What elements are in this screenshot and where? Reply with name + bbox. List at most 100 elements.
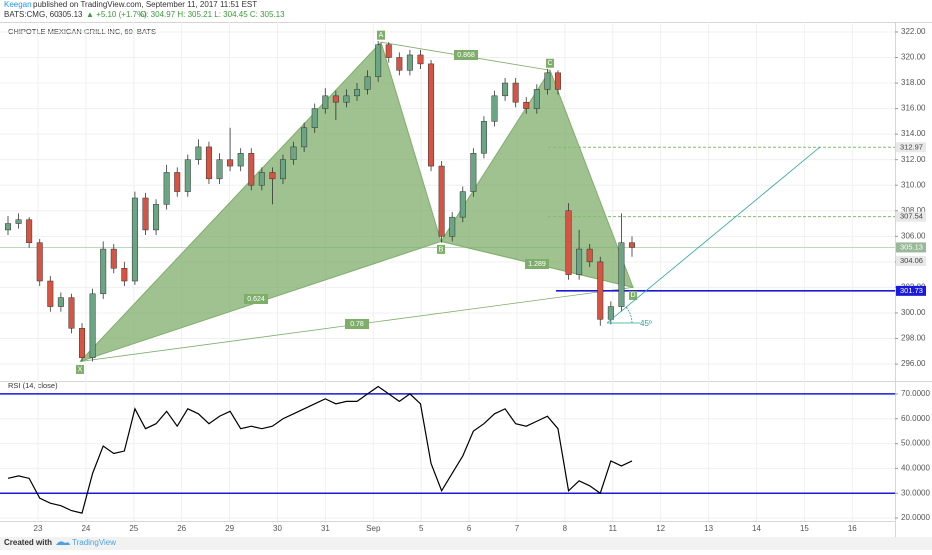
candle-body <box>248 153 255 186</box>
frame <box>895 22 896 537</box>
price-tag-label: 301.73 <box>900 286 923 295</box>
candle-body <box>607 306 614 320</box>
candle-body <box>533 89 540 109</box>
candle-body <box>142 197 149 231</box>
candle-body <box>322 95 329 109</box>
x-tick-label: 11 <box>609 524 618 533</box>
candle-body <box>544 72 551 90</box>
pattern-label: B <box>439 246 444 253</box>
frame <box>0 521 895 522</box>
ratio-label: 0.78 <box>350 321 364 328</box>
author: Keegan <box>4 0 32 9</box>
x-tick-label: 29 <box>225 524 234 533</box>
candle-body <box>554 72 561 90</box>
candle-body <box>153 204 160 231</box>
ratio-label: 0.624 <box>247 296 265 303</box>
candle-body <box>89 293 96 358</box>
candle-body <box>311 108 318 129</box>
candle-body <box>375 44 382 77</box>
angle-label: 45º <box>640 319 652 328</box>
y-tick-label: 60.0000 <box>901 414 930 423</box>
candle-body <box>26 219 33 243</box>
footer-created: Created with <box>4 538 52 547</box>
candle-body <box>174 172 181 192</box>
candle-body <box>512 82 519 103</box>
footer-brand: TradingView <box>72 538 116 547</box>
candle-body <box>57 297 64 307</box>
candle-body <box>121 267 128 282</box>
rsi-title: RSI (14, close) <box>8 381 58 390</box>
candle-body <box>237 153 244 167</box>
pattern-label: C <box>547 60 552 67</box>
candle-body <box>100 248 107 295</box>
pattern-label: D <box>630 292 635 299</box>
candle-body <box>629 242 635 248</box>
candle-body <box>449 216 456 237</box>
candle-body <box>343 95 350 103</box>
candle-body <box>258 172 265 186</box>
angle-arc <box>625 306 633 324</box>
candle-body <box>459 191 466 218</box>
candle-body <box>290 146 297 160</box>
y-tick-label: 300.00 <box>901 308 926 317</box>
y-tick-label: 306.00 <box>901 231 926 240</box>
ratio-label: 1.289 <box>528 261 546 268</box>
ratio-label-bg <box>454 50 478 60</box>
candle-body <box>396 57 403 71</box>
candle-body <box>597 261 604 320</box>
y-tick-label: 296.00 <box>901 359 926 368</box>
frame <box>0 22 932 23</box>
candle-body <box>364 76 371 90</box>
price-tag <box>896 256 926 267</box>
x-tick-label: 16 <box>848 524 857 533</box>
x-tick-label: 7 <box>515 524 520 533</box>
candle-body <box>480 121 487 154</box>
price-tag-label: 307.54 <box>900 212 923 221</box>
last-price: 305.13 <box>58 10 83 19</box>
x-tick-label: 15 <box>800 524 809 533</box>
candle-body <box>195 146 202 160</box>
candle-body <box>586 248 593 263</box>
candle-body <box>385 44 392 58</box>
symbol: BATS:CMG, 60 <box>4 10 59 19</box>
candle-body <box>417 54 424 65</box>
candle-body <box>470 153 477 192</box>
y-tick-label: 40.0000 <box>901 464 930 473</box>
candle-body <box>227 159 234 167</box>
y-tick-label: 50.0000 <box>901 439 930 448</box>
frame <box>0 381 932 382</box>
price-tag <box>896 211 926 222</box>
candle-body <box>205 146 212 180</box>
price-tag-label: 304.06 <box>900 256 923 265</box>
price-tag-label: 305.13 <box>900 242 923 251</box>
price-tag <box>896 142 926 153</box>
candle-body <box>68 297 75 329</box>
candle-body <box>576 248 583 275</box>
ohlc: O: 304.97 H: 305.21 L: 304.45 C: 305.13 <box>140 10 285 19</box>
price-tag <box>896 285 926 296</box>
price-tag-label: 312.97 <box>900 142 923 151</box>
x-tick-label: 6 <box>467 524 472 533</box>
candle-body <box>428 63 435 167</box>
candle-body <box>438 165 445 237</box>
pattern-label-bg <box>76 364 84 374</box>
x-tick-label: 23 <box>34 524 43 533</box>
y-tick-label: 316.00 <box>901 104 926 113</box>
pattern-label-bg <box>377 30 385 40</box>
candle-body <box>332 95 339 103</box>
pattern-label: X <box>78 366 83 373</box>
ratio-label-bg <box>525 259 549 269</box>
x-tick-label: 31 <box>321 524 330 533</box>
y-tick-label: 30.0000 <box>901 488 930 497</box>
pattern-label-bg <box>629 290 637 300</box>
x-tick-label: 24 <box>81 524 90 533</box>
y-tick-label: 308.00 <box>901 206 926 215</box>
x-tick-label: 13 <box>704 524 713 533</box>
pattern-label-bg <box>437 244 445 254</box>
pattern-label: A <box>379 32 384 39</box>
candle-body <box>301 127 308 148</box>
candle-body <box>15 219 22 224</box>
candle-body <box>184 159 191 192</box>
candle-body <box>354 89 361 97</box>
